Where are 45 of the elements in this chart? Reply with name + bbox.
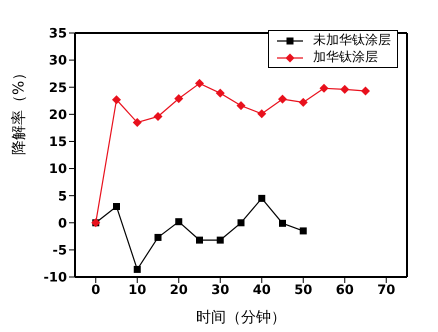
y-tick-label: 0 xyxy=(58,216,67,232)
y-tick-label: 5 xyxy=(58,189,67,204)
point xyxy=(174,94,184,104)
point xyxy=(257,109,266,118)
point xyxy=(175,218,182,226)
point xyxy=(112,95,121,104)
y-tick-label: 20 xyxy=(48,108,67,123)
x-tick-label: 0 xyxy=(91,283,100,298)
x-tick-label: 60 xyxy=(336,283,354,298)
y-axis-title: 降解率（%） xyxy=(9,66,28,155)
point xyxy=(236,101,246,110)
point xyxy=(216,88,225,98)
point xyxy=(132,118,142,127)
point xyxy=(279,220,286,227)
x-tick-label: 10 xyxy=(128,283,146,298)
point xyxy=(298,98,308,107)
point xyxy=(300,227,307,234)
point xyxy=(195,78,204,88)
y-tick-label: 25 xyxy=(48,80,67,96)
point xyxy=(361,86,370,96)
point xyxy=(320,84,328,93)
point xyxy=(340,84,350,94)
x-axis-title: 时间（分钟） xyxy=(196,308,286,326)
point xyxy=(196,236,203,244)
y-tick-label: 35 xyxy=(48,26,67,42)
point xyxy=(238,219,244,226)
x-tick-label: 30 xyxy=(211,283,230,298)
y-tick-label: 15 xyxy=(48,135,67,150)
point xyxy=(113,203,120,210)
x-tick-label: 50 xyxy=(294,283,312,298)
point xyxy=(258,194,266,202)
point xyxy=(154,234,162,241)
x-tick-label: 20 xyxy=(170,283,188,298)
point xyxy=(154,112,162,121)
point xyxy=(278,94,287,104)
y-tick-label: 10 xyxy=(48,162,67,178)
point xyxy=(216,236,224,244)
legend-label: 加华钛涂层 xyxy=(313,49,378,66)
y-tick-label: -5 xyxy=(52,244,67,259)
x-tick-label: 40 xyxy=(252,283,271,298)
y-tick-label: -10 xyxy=(44,270,67,286)
x-tick-label: 70 xyxy=(377,283,396,298)
y-tick-label: 30 xyxy=(48,54,67,69)
point xyxy=(134,266,141,273)
legend-label: 未加华钛涂层 xyxy=(313,32,391,49)
